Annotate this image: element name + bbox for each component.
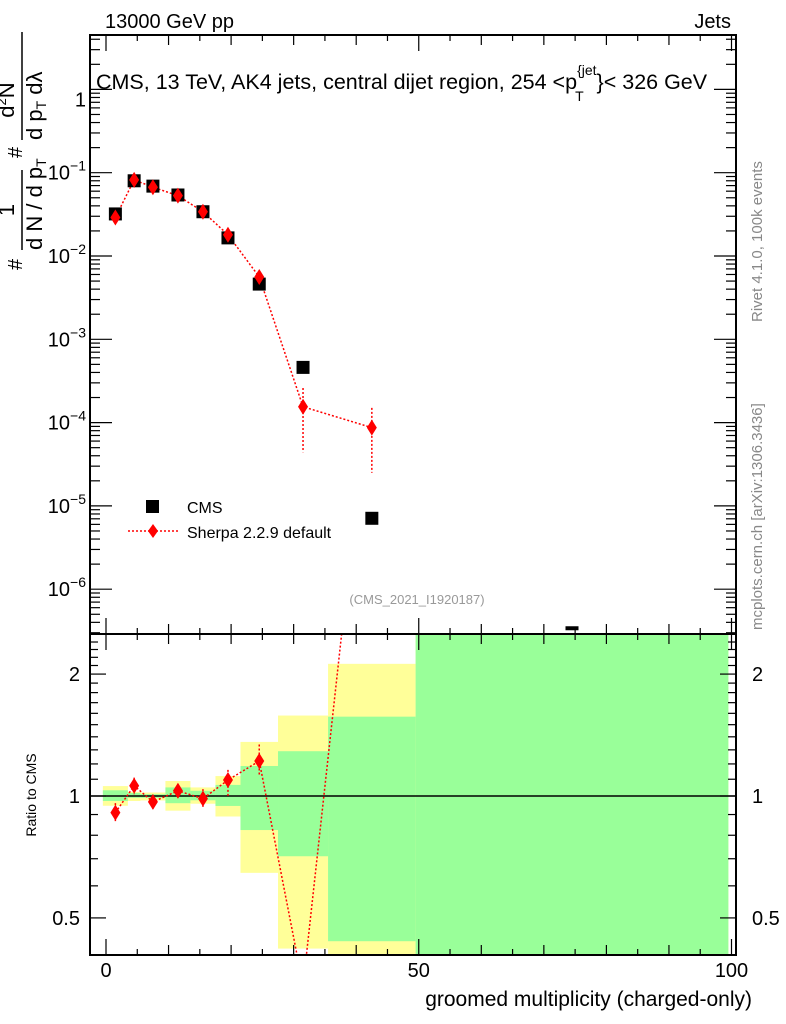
stat-uncertainty-band <box>278 751 329 857</box>
header-right: Jets <box>694 11 731 33</box>
rivet-version-label: Rivet 4.1.0, 100k events <box>749 161 766 322</box>
ratio-y-tick-label-right: 0.5 <box>752 908 780 930</box>
cms-data-point <box>296 360 310 374</box>
title-sup: {jet <box>577 62 597 78</box>
y-tick-label: 1 <box>75 89 86 111</box>
main-y-axis-label: # 1 d N / d pT # d2N d pT dλ <box>0 32 49 270</box>
ratio-y-tick-label-right: 1 <box>752 786 763 808</box>
sherpa-data-point <box>172 187 183 204</box>
sherpa-data-point <box>298 398 309 415</box>
sherpa-data-point <box>222 226 233 243</box>
x-tick-label: 50 <box>408 960 430 982</box>
x-axis-label: groomed multiplicity (charged-only) <box>425 988 752 1011</box>
header-left: 13000 GeV pp <box>105 11 234 33</box>
sherpa-ratio-line <box>114 634 343 955</box>
mcplots-label: mcplots.cern.ch [arXiv:1306.3436] <box>749 403 766 630</box>
sherpa-ratio-point <box>254 753 265 770</box>
stat-uncertainty-band <box>415 634 729 955</box>
ratio-y-tick-label-right: 2 <box>752 664 763 686</box>
main-panel-series <box>108 171 379 525</box>
sherpa-ratio-point <box>172 782 183 799</box>
sherpa-line <box>114 178 373 429</box>
plot-title: CMS, 13 TeV, AK4 jets, central dijet reg… <box>96 62 708 94</box>
sherpa-data-point <box>147 179 158 196</box>
sherpa-ratio-point <box>197 790 208 807</box>
legend-cms-marker <box>146 500 159 513</box>
sherpa-ratio-point <box>110 804 121 821</box>
title-post: }< 326 GeV <box>597 70 708 94</box>
legend-sherpa-marker <box>148 524 158 538</box>
sherpa-data-point <box>110 209 121 226</box>
y-tick-label: 10−5 <box>48 491 86 518</box>
main-panel-frame <box>89 34 737 635</box>
y-tick-label: 10−4 <box>48 408 86 435</box>
x-tick-labels: 0 50 100 <box>100 960 748 982</box>
ylabel-den-2: d pT dλ <box>22 71 49 140</box>
sherpa-data-point <box>129 171 140 188</box>
ratio-bands <box>102 634 729 955</box>
ratio-y-tick-label: 0.5 <box>52 908 80 930</box>
sherpa-data-point <box>366 419 377 436</box>
y-tick-label: 10−3 <box>48 324 86 351</box>
ratio-y-tick-labels: 0.5 0.5 1 1 2 2 <box>52 664 780 930</box>
y-tick-label: 10−1 <box>48 158 86 185</box>
legend-cms-label: CMS <box>187 500 223 517</box>
ylabel-hash-1: # <box>5 258 27 270</box>
ylabel-den-1: d N / d pT <box>22 158 49 250</box>
legend-sherpa-label: Sherpa 2.2.9 default <box>187 525 332 542</box>
ratio-y-tick-label: 2 <box>69 664 80 686</box>
stat-uncertainty-band <box>240 765 279 831</box>
y-tick-label: 10−2 <box>48 241 86 268</box>
sherpa-ratio-point <box>222 772 233 789</box>
title-main: CMS, 13 TeV, AK4 jets, central dijet reg… <box>96 70 577 94</box>
y-tick-label: 10−6 <box>48 574 86 601</box>
cms-edge-point <box>565 626 579 631</box>
ratio-panel-frame <box>89 633 737 956</box>
ratio-panel-series <box>110 634 343 955</box>
axis-ticks <box>90 35 736 955</box>
x-tick-label: 0 <box>100 960 111 982</box>
ylabel-hash-2: # <box>5 146 27 158</box>
ratio-y-axis-label: Ratio to CMS <box>23 753 39 836</box>
title-sub: T <box>575 88 584 104</box>
ratio-y-tick-label: 1 <box>69 786 80 808</box>
ylabel-num-1: 1 <box>0 204 19 216</box>
sherpa-data-point <box>197 203 208 220</box>
analysis-tag: (CMS_2021_I1920187) <box>349 592 484 607</box>
cms-data-point <box>365 511 379 525</box>
legend: CMS Sherpa 2.2.9 default <box>128 500 332 542</box>
sherpa-data-point <box>254 268 265 285</box>
main-y-tick-labels: 1 10−1 10−2 10−3 10−4 10−5 10−6 <box>48 89 86 601</box>
ylabel-num-2: d2N <box>0 82 19 117</box>
cms-data-point <box>565 626 579 631</box>
stat-uncertainty-band <box>328 716 416 942</box>
sherpa-ratio-point <box>147 793 158 810</box>
sherpa-ratio-point <box>129 777 140 794</box>
x-tick-label: 100 <box>715 960 748 982</box>
